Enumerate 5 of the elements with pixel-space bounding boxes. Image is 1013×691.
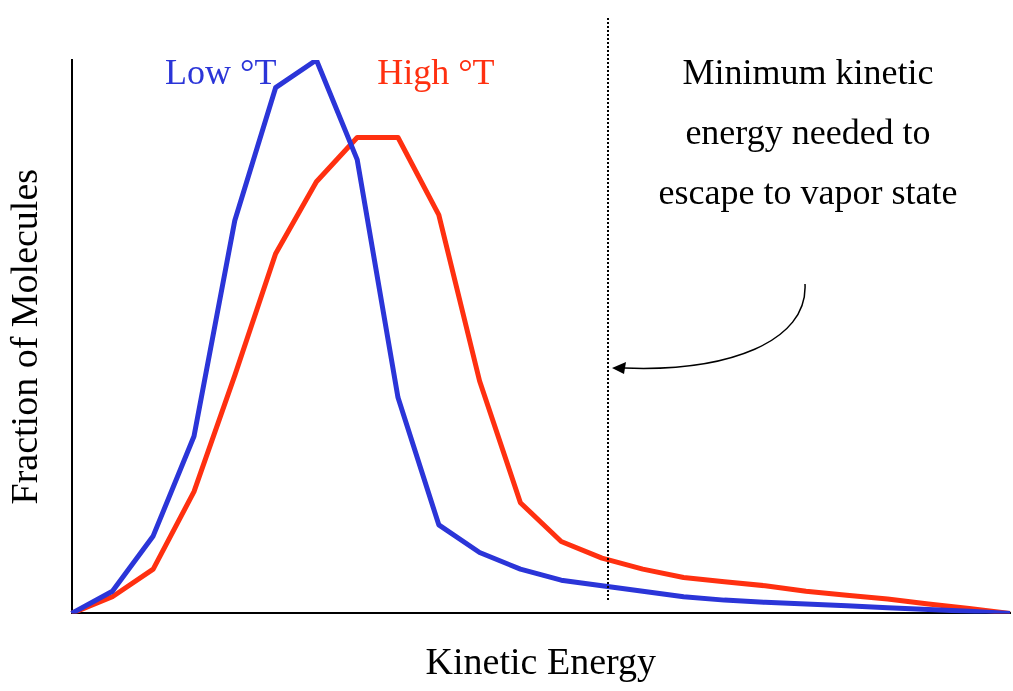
series-label: High °T	[377, 52, 495, 93]
x-axis-title: Kinetic Energy	[425, 640, 656, 683]
y-axis-title: Fraction of Molecules	[2, 168, 45, 505]
annotation: Minimum kinetic energy needed to escape to vapor state	[658, 52, 958, 213]
series-label: Low °T	[165, 52, 277, 93]
